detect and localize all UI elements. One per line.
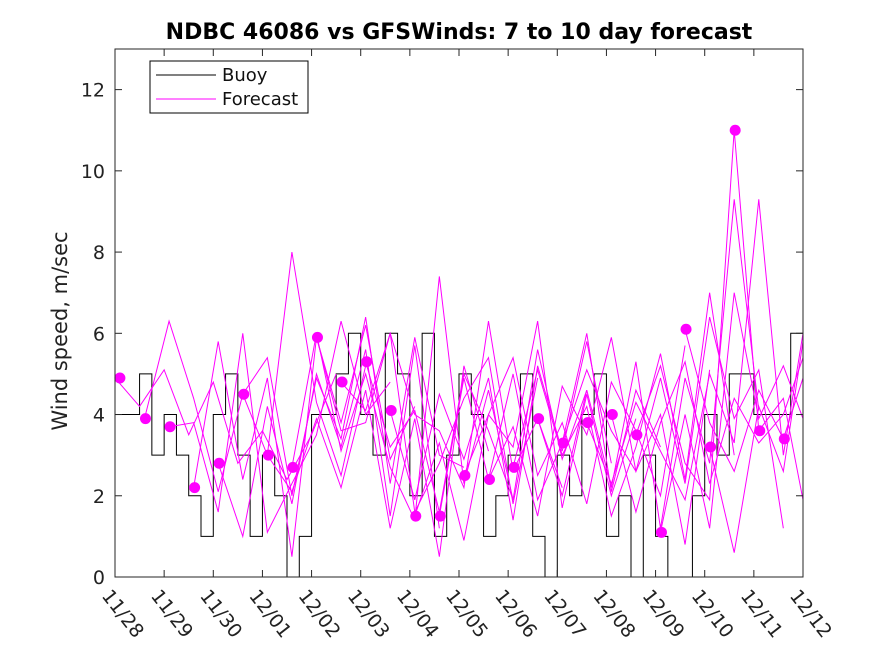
forecast-marker-14 xyxy=(434,510,446,522)
y-tick-label: 2 xyxy=(93,486,105,508)
forecast-line-20 xyxy=(586,199,804,502)
forecast-marker-13 xyxy=(410,510,422,522)
forecast-marker-9 xyxy=(311,331,323,343)
forecast-marker-1 xyxy=(114,372,126,384)
forecast-marker-28 xyxy=(778,433,790,445)
forecast-marker-6 xyxy=(238,388,250,400)
x-tick-label: 12/07 xyxy=(539,586,590,643)
forecast-marker-5 xyxy=(213,457,225,469)
forecast-line-23 xyxy=(659,292,804,533)
forecast-marker-18 xyxy=(533,413,545,425)
forecast-series xyxy=(114,130,804,557)
x-tick-label: 12/12 xyxy=(785,586,836,643)
forecast-line-21 xyxy=(610,357,804,514)
forecast-marker-20 xyxy=(582,417,594,429)
x-tick-label: 12/06 xyxy=(490,586,541,643)
forecast-line-14 xyxy=(438,333,661,517)
forecast-line-11 xyxy=(365,349,588,513)
legend: Buoy Forecast xyxy=(149,60,309,114)
legend-buoy-label: Buoy xyxy=(222,65,268,86)
legend-forecast-label: Forecast xyxy=(222,89,298,110)
chart-title: NDBC 46086 vs GFSWinds: 7 to 10 day fore… xyxy=(166,20,753,45)
x-tick-label: 11/28 xyxy=(97,586,148,643)
forecast-marker-10 xyxy=(336,376,348,388)
forecast-line-17 xyxy=(512,292,735,518)
y-tick-label: 4 xyxy=(93,405,105,427)
forecast-marker-27 xyxy=(754,425,766,437)
y-tick-label: 12 xyxy=(81,80,105,102)
forecast-marker-23 xyxy=(655,526,667,538)
forecast-marker-22 xyxy=(631,429,643,441)
forecast-line-15 xyxy=(463,345,686,505)
forecast-line-7 xyxy=(266,365,489,557)
forecast-marker-4 xyxy=(189,482,201,494)
forecast-marker-8 xyxy=(287,461,299,473)
x-tick-label: 11/29 xyxy=(146,586,197,643)
plot-area xyxy=(115,49,803,577)
forecast-marker-7 xyxy=(262,449,274,461)
forecast-line-3 xyxy=(168,320,391,535)
x-tick-label: 11/30 xyxy=(195,586,246,643)
forecast-line-2 xyxy=(144,251,367,492)
forecast-marker-24 xyxy=(680,323,692,335)
forecast-line-19 xyxy=(561,316,784,529)
y-tick-label: 8 xyxy=(93,242,105,264)
plot-background xyxy=(115,49,803,577)
forecast-marker-17 xyxy=(508,461,520,473)
forecast-markers xyxy=(114,124,790,538)
forecast-line-25 xyxy=(709,341,804,553)
forecast-line-22 xyxy=(635,130,804,502)
forecast-marker-26 xyxy=(729,124,741,136)
forecast-marker-21 xyxy=(606,409,618,421)
forecast-marker-3 xyxy=(164,421,176,433)
x-tick-label: 12/11 xyxy=(736,586,787,643)
forecast-line-8 xyxy=(291,276,514,523)
x-tick-label: 12/05 xyxy=(441,586,492,643)
x-tick-label: 12/03 xyxy=(343,586,394,643)
forecast-line-12 xyxy=(389,341,612,521)
forecast-line-16 xyxy=(488,337,711,545)
y-axis-label: Wind speed, m/sec xyxy=(48,231,72,430)
x-tick-label: 12/01 xyxy=(244,586,295,643)
forecast-line-18 xyxy=(537,199,760,529)
forecast-marker-11 xyxy=(361,356,373,368)
x-tick-label: 12/04 xyxy=(392,586,443,643)
forecast-line-5 xyxy=(217,345,440,539)
forecast-marker-16 xyxy=(483,474,495,486)
y-tick-label: 0 xyxy=(93,567,105,589)
forecast-marker-2 xyxy=(139,413,151,425)
x-tick-label: 12/10 xyxy=(687,586,738,643)
y-tick-label: 10 xyxy=(81,161,105,183)
forecast-marker-19 xyxy=(557,437,569,449)
forecast-line-24 xyxy=(684,329,804,473)
legend-box xyxy=(149,60,309,114)
y-tick-label: 6 xyxy=(93,323,105,345)
forecast-marker-12 xyxy=(385,404,397,416)
x-tick-label: 12/02 xyxy=(294,586,345,643)
x-tick-label: 12/09 xyxy=(638,586,689,643)
x-tick-label: 12/08 xyxy=(588,586,639,643)
forecast-marker-15 xyxy=(459,469,471,481)
forecast-marker-25 xyxy=(705,441,717,453)
forecast-line-4 xyxy=(193,325,416,557)
